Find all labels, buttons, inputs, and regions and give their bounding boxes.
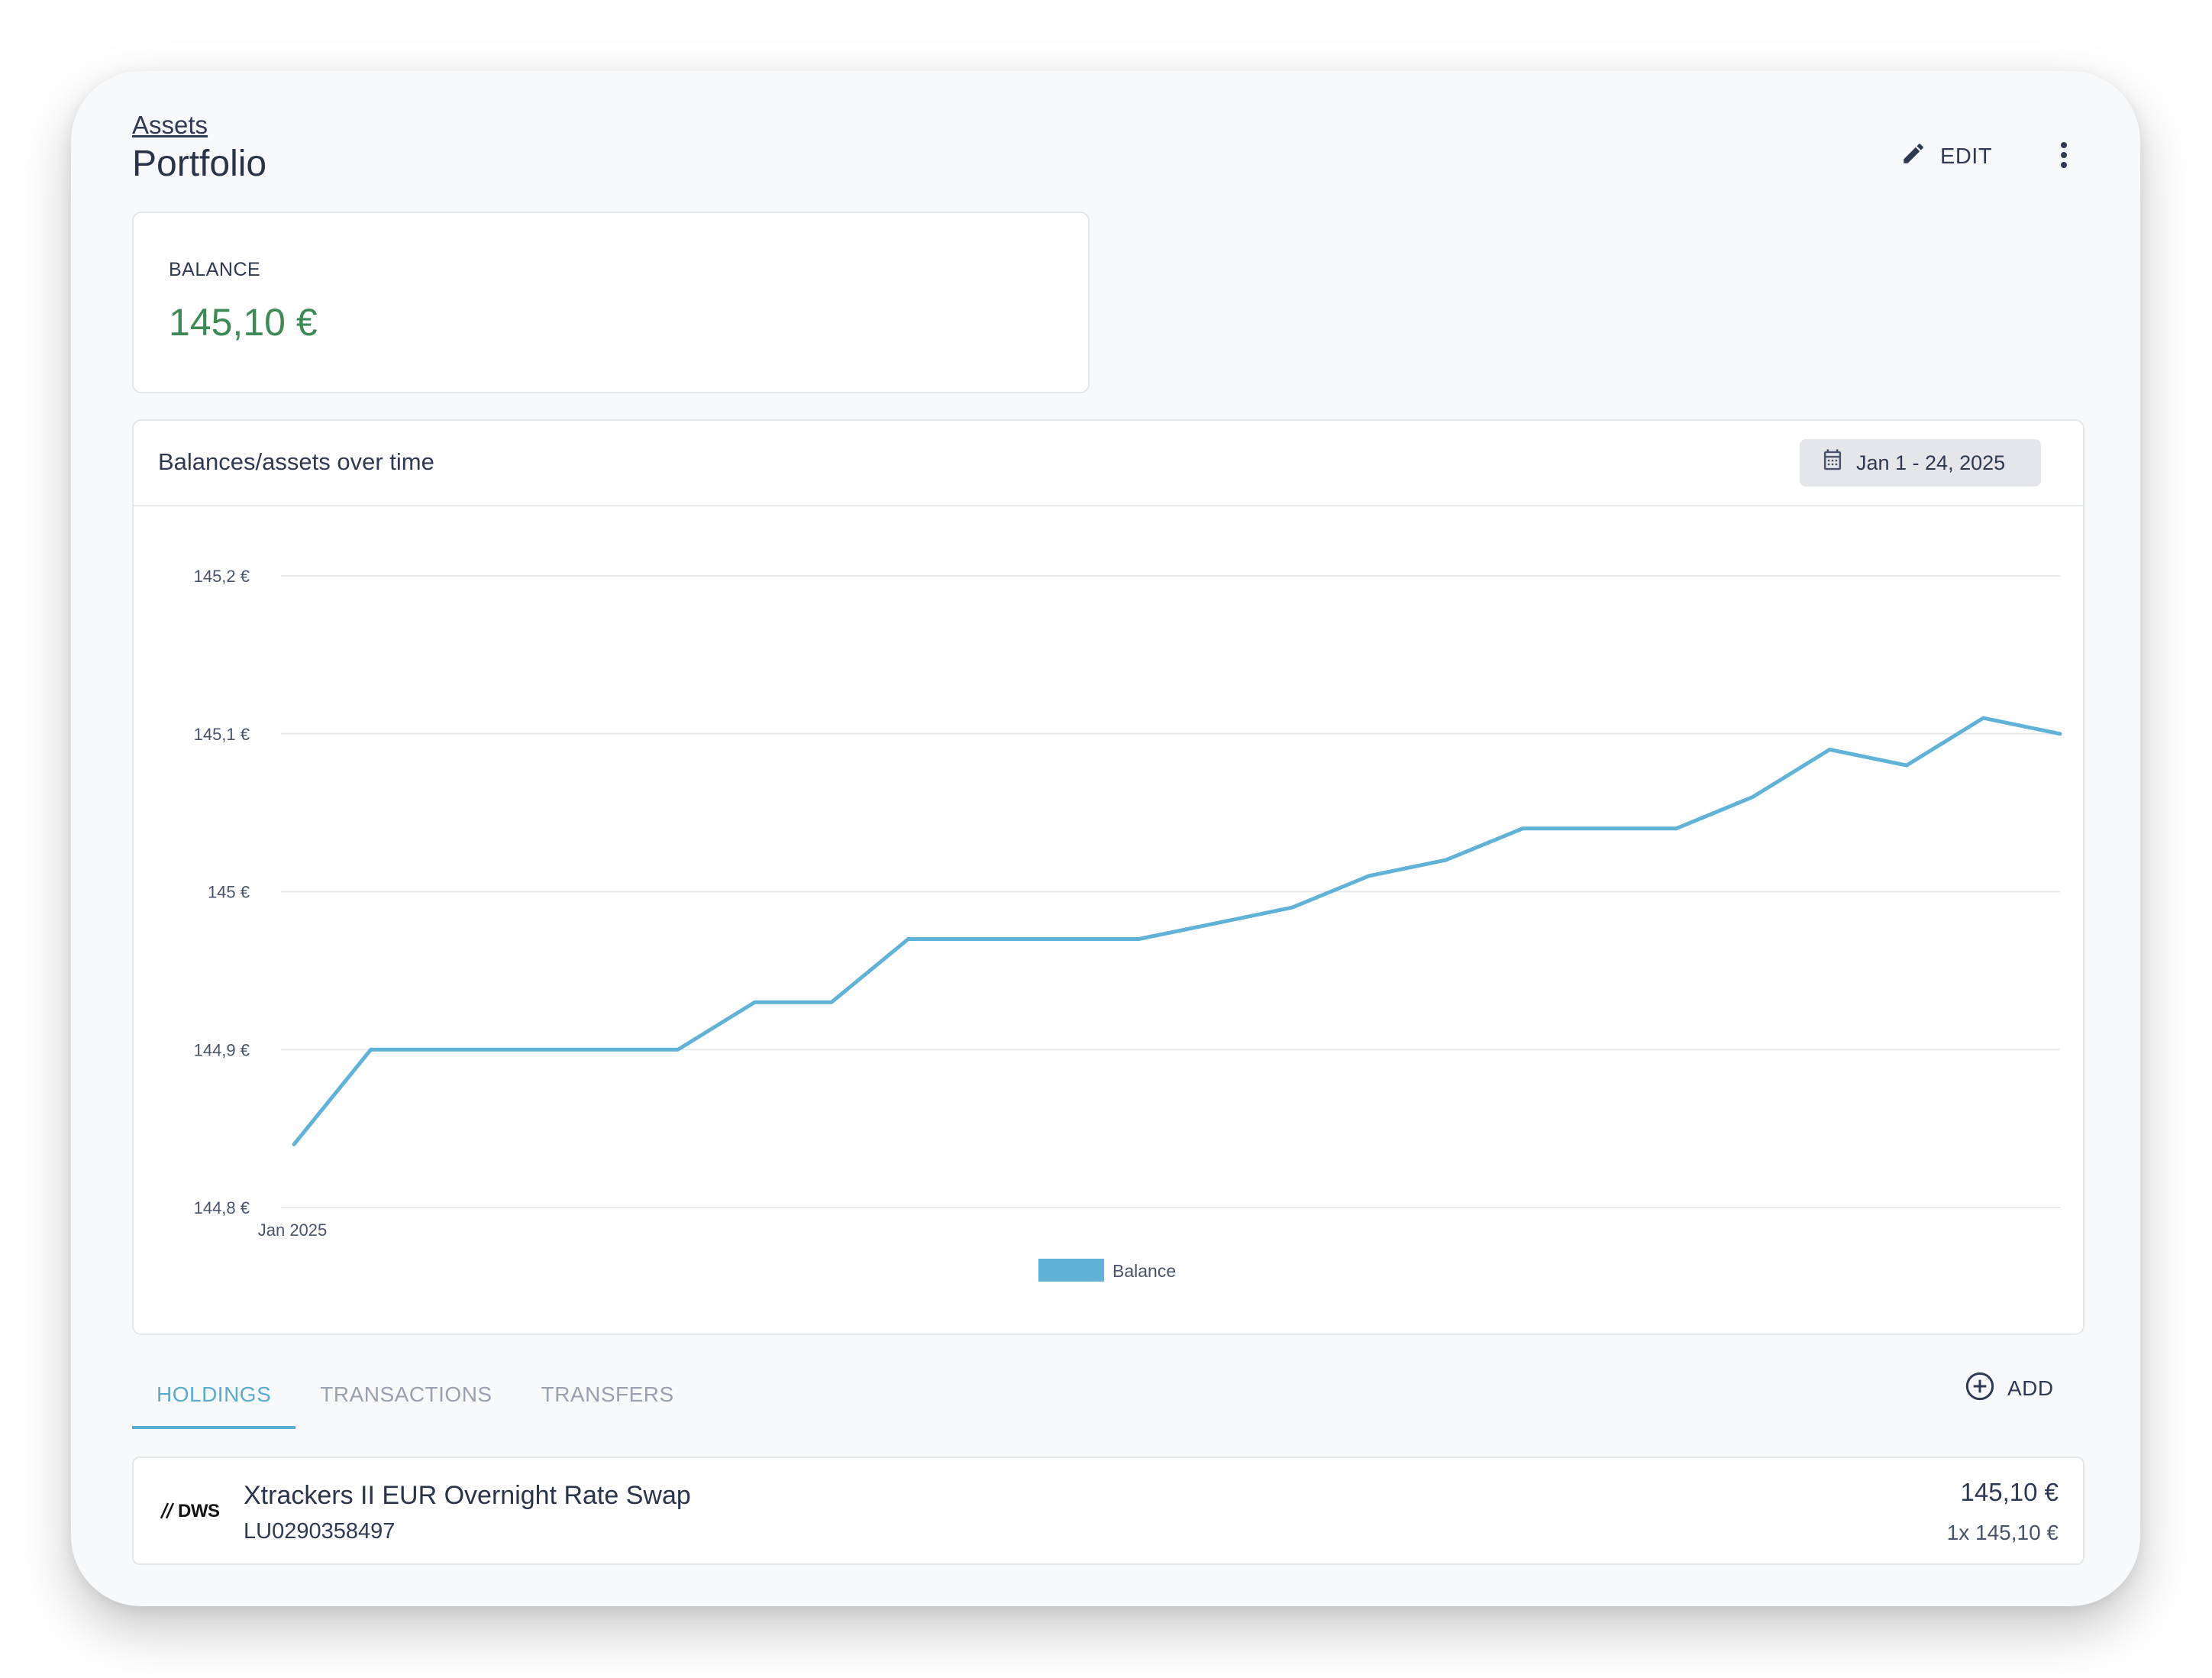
add-circle-icon [1965, 1371, 1995, 1407]
series-line-balance [292, 716, 2062, 1146]
dws-slash-icon [160, 1502, 175, 1519]
y-tick-label: 145 € [208, 883, 250, 902]
edit-button[interactable]: EDIT [1900, 134, 1992, 179]
pencil-icon [1900, 141, 1926, 173]
data-point [907, 938, 910, 941]
add-label: ADD [2007, 1376, 2054, 1400]
balance-chart: 145,2 € 145,1 € 145 € 144,9 € 144,8 € Jan 202… [194, 567, 2062, 1282]
chart-header: Balances/assets over time Jan 1 - 24, 20… [134, 421, 2083, 506]
data-point [677, 1048, 680, 1051]
portfolio-window: Assets Portfolio EDIT BALANCE 145,10 € B… [71, 71, 2140, 1606]
data-point [1905, 764, 1908, 767]
balance-card: BALANCE 145,10 € [132, 212, 1090, 393]
data-point [523, 1048, 526, 1051]
data-point [446, 1048, 449, 1051]
data-point [1368, 875, 1371, 878]
breadcrumb-assets[interactable]: Assets [132, 111, 208, 139]
page-title: Portfolio [132, 144, 267, 184]
y-tick-label: 144,8 € [194, 1198, 250, 1217]
x-tick-label: Jan 2025 [258, 1221, 328, 1240]
data-point [599, 1048, 602, 1051]
legend-swatch-balance [1038, 1259, 1104, 1282]
data-point [1752, 795, 1755, 798]
tab-transfers[interactable]: TRANSFERS [541, 1382, 674, 1406]
holding-value: 145,10 € [1960, 1478, 2059, 1506]
data-point [1290, 906, 1293, 909]
more-vertical-icon [2059, 141, 2068, 173]
chart-card: Balances/assets over time Jan 1 - 24, 20… [132, 419, 2084, 1335]
data-point [292, 1143, 295, 1146]
y-tick-label: 144,9 € [194, 1040, 250, 1059]
holding-isin: LU0290358497 [244, 1519, 396, 1544]
data-point [1828, 748, 1831, 751]
data-point [983, 938, 987, 941]
data-point [1521, 827, 1524, 830]
data-point [1444, 858, 1447, 862]
data-point [830, 1001, 833, 1004]
calendar-icon [1821, 448, 1844, 478]
add-holding-button[interactable]: ADD [1965, 1369, 2054, 1408]
holding-quantity: 1x 145,10 € [1946, 1521, 2059, 1544]
data-point [1061, 938, 1064, 941]
y-tick-label: 145,2 € [194, 567, 250, 586]
data-point [753, 1001, 756, 1004]
holding-row[interactable]: DWS Xtrackers II EUR Overnight Rate Swap… [132, 1457, 2084, 1565]
edit-label: EDIT [1940, 144, 1993, 169]
holding-name: Xtrackers II EUR Overnight Rate Swap [244, 1481, 691, 1510]
date-range-label: Jan 1 - 24, 2025 [1856, 451, 2006, 474]
data-point [2059, 732, 2062, 736]
legend-label-balance: Balance [1112, 1261, 1176, 1281]
chart-title: Balances/assets over time [158, 448, 434, 475]
date-range-button[interactable]: Jan 1 - 24, 2025 [1800, 439, 2041, 487]
data-point [1674, 827, 1678, 830]
data-point [1137, 938, 1140, 941]
data-point [370, 1048, 373, 1051]
balance-value: 145,10 € [169, 301, 318, 344]
dws-logo: DWS [160, 1501, 220, 1522]
data-point [1214, 922, 1217, 925]
dws-logo-text: DWS [178, 1501, 220, 1521]
tab-holdings[interactable]: HOLDINGS [132, 1369, 296, 1429]
tab-transactions[interactable]: TRANSACTIONS [320, 1382, 492, 1406]
tabs-bar: HOLDINGS TRANSACTIONS TRANSFERS [132, 1369, 699, 1431]
data-point [1598, 827, 1601, 830]
more-options-button[interactable] [2041, 134, 2087, 179]
data-point [1981, 716, 1984, 719]
y-tick-label: 145,1 € [194, 725, 250, 744]
balance-label: BALANCE [169, 259, 261, 280]
